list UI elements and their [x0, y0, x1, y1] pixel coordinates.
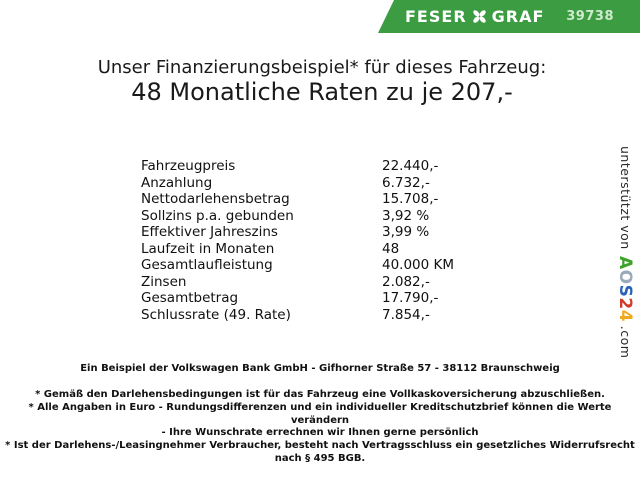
aos24-domain-suffix: .com [618, 325, 633, 359]
aos24-letter: 4 [615, 309, 635, 322]
feser-graf-clover-icon [472, 10, 486, 23]
row-value: 48 [382, 240, 400, 257]
disclaimer-line: * Ist der Darlehens-/Leasingnehmer Verbr… [5, 440, 635, 452]
row-label: Effektiver Jahreszins [141, 224, 278, 240]
disclaimer-line: nach § 495 BGB. [274, 452, 366, 464]
row-value: 7.854,- [382, 306, 430, 323]
row-value: 6.732,- [382, 174, 430, 191]
row-label: Fahrzeugpreis [141, 158, 236, 174]
table-row: Schlussrate (49. Rate) 7.854,- [141, 307, 454, 324]
table-row: Zinsen 2.082,- [141, 274, 454, 291]
row-value: 2.082,- [382, 273, 430, 290]
aos24-letter: A [615, 255, 635, 270]
page-title: Unser Finanzierungsbeispiel* für dieses … [97, 57, 547, 78]
disclaimer-line: * Gemäß den Darlehensbedingungen ist für… [35, 389, 605, 400]
table-row: Gesamtbetrag 17.790,- [141, 290, 454, 307]
financing-rate-subtitle: 48 Monatliche Raten zu je 207,- [131, 78, 513, 106]
row-label: Sollzins p.a. gebunden [141, 207, 294, 224]
supported-by-vertical: unterstützt von AOS24 .com [615, 146, 635, 358]
row-value: 40.000 KM [382, 257, 455, 273]
row-label: Nettodarlehensbetrag [141, 191, 290, 207]
vehicle-number-badge: 39738 [566, 9, 614, 24]
row-value: 22.440,- [382, 158, 439, 174]
row-value: 3,92 % [382, 207, 430, 224]
brand-name-graf: GRAF [491, 7, 545, 26]
row-value: 3,99 % [382, 224, 430, 240]
row-label: Gesamtlaufleistung [141, 257, 273, 273]
table-row: Gesamtlaufleistung 40.000 KM [141, 257, 454, 274]
row-label: Anzahlung [141, 174, 213, 191]
brand-banner: FESER GRAF 39738 [378, 0, 640, 33]
disclaimer-line: - Ihre Wunschrate errechnen wir Ihnen ge… [161, 427, 479, 439]
row-label: Zinsen [141, 273, 187, 290]
row-label: Laufzeit in Monaten [141, 240, 275, 257]
aos24-letter: O [615, 269, 635, 285]
brand-name-feser: FESER [405, 7, 467, 26]
table-row: Anzahlung 6.732,- [141, 175, 454, 192]
aos24-letter: S [615, 284, 635, 298]
finance-table: Fahrzeugpreis 22.440,- Anzahlung 6.732,-… [141, 158, 454, 323]
table-row: Laufzeit in Monaten 48 [141, 241, 454, 258]
bank-address-line: Ein Beispiel der Volkswagen Bank GmbH - … [80, 363, 560, 374]
row-label: Gesamtbetrag [141, 290, 239, 306]
table-row: Nettodarlehensbetrag 15.708,- [141, 191, 454, 208]
table-row: Effektiver Jahreszins 3,99 % [141, 224, 454, 241]
table-row: Sollzins p.a. gebunden 3,92 % [141, 208, 454, 225]
brand-logo: FESER GRAF [405, 7, 544, 26]
aos24-logo: AOS24 [615, 256, 635, 322]
table-row: Fahrzeugpreis 22.440,- [141, 158, 454, 175]
aos24-letter: 2 [615, 297, 635, 310]
row-value: 15.708,- [382, 191, 439, 207]
disclaimer-line: * Alle Angaben in Euro - Rundungsdiffere… [28, 401, 612, 426]
row-label: Schlussrate (49. Rate) [141, 306, 291, 323]
row-value: 17.790,- [382, 290, 439, 306]
supported-by-label: unterstützt von [618, 146, 633, 250]
disclaimer-block: * Gemäß den Darlehensbedingungen ist für… [0, 389, 640, 466]
